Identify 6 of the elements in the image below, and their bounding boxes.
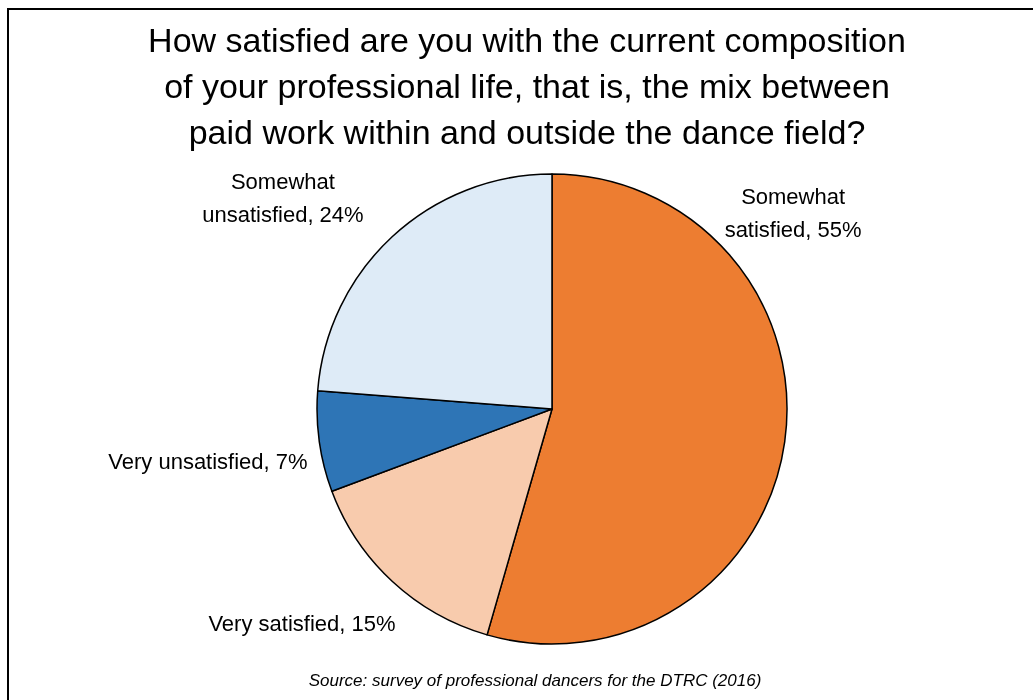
slice-label: Very unsatisfied, 7% <box>108 447 308 476</box>
slice-label: Somewhat unsatisfied, 24% <box>202 167 364 229</box>
slice-label: Very satisfied, 15% <box>208 609 396 638</box>
slice-label: Somewhat satisfied, 55% <box>724 183 862 245</box>
source-note: Source: survey of professional dancers for the DTRC (2016) <box>307 671 763 691</box>
chart-title: How satisfied are you with the current composition of your professional life, that is, the mix between paid work within and outside the dance field? <box>147 20 907 153</box>
